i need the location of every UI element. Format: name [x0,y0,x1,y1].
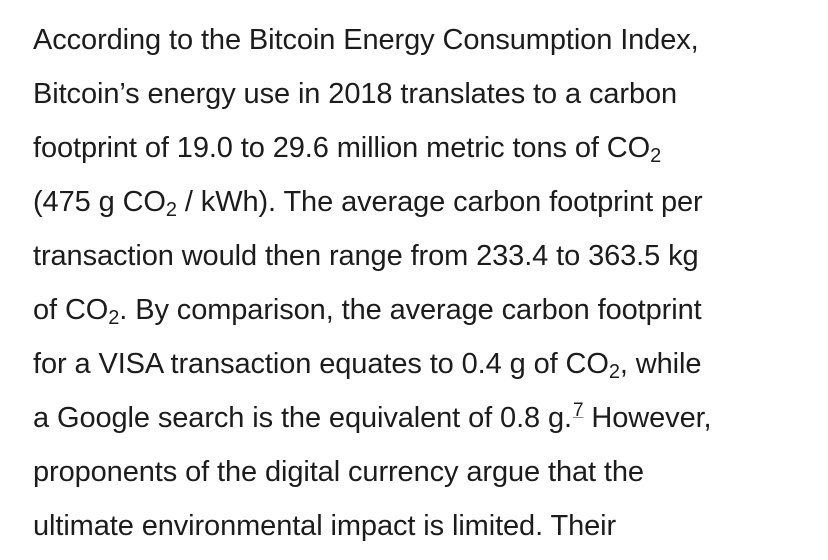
line-text: transaction would then range from 233.4 … [33,240,699,272]
line-text: footprint of 19.0 to 29.6 million metric… [33,132,651,164]
line-text: (475 g CO [33,186,166,218]
paragraph-line-8: a Google search is the equivalent of 0.8… [33,400,712,436]
subscript: 2 [108,307,120,329]
paragraph-line-9: proponents of the digital currency argue… [33,454,644,490]
line-text: According to the Bitcoin Energy Consumpt… [33,24,699,56]
subscript: 2 [650,145,662,167]
paragraph-line-6: of CO2. By comparison, the average carbo… [33,292,702,328]
line-text: for a VISA transaction equates to 0.4 g … [33,348,609,380]
paragraph-line-4: (475 g CO2 / kWh). The average carbon fo… [33,184,703,220]
subscript: 2 [608,361,620,383]
footnote-link[interactable]: 7 [573,400,584,421]
line-text: Bitcoin’s energy use in 2018 translates … [33,78,678,110]
line-text: a Google search is the equivalent of 0.8… [33,402,572,434]
paragraph-line-3: footprint of 19.0 to 29.6 million metric… [33,130,661,166]
subscript: 2 [165,199,177,221]
paragraph-line-7: for a VISA transaction equates to 0.4 g … [33,346,701,382]
line-text: , while [619,348,702,380]
paragraph-line-2: Bitcoin’s energy use in 2018 translates … [33,76,677,112]
paragraph-line-5: transaction would then range from 233.4 … [33,238,699,274]
line-text: . By comparison, the average carbon foot… [119,294,702,326]
paragraph-line-1: According to the Bitcoin Energy Consumpt… [33,22,699,58]
paragraph-line-10: ultimate environmental impact is limited… [33,508,616,544]
line-text: ultimate environmental impact is limited… [33,510,617,542]
line-text: of CO [33,294,109,326]
line-text: / kWh). The average carbon footprint per [176,186,703,218]
line-text: proponents of the digital currency argue… [33,456,644,488]
line-text: However, [583,402,712,434]
